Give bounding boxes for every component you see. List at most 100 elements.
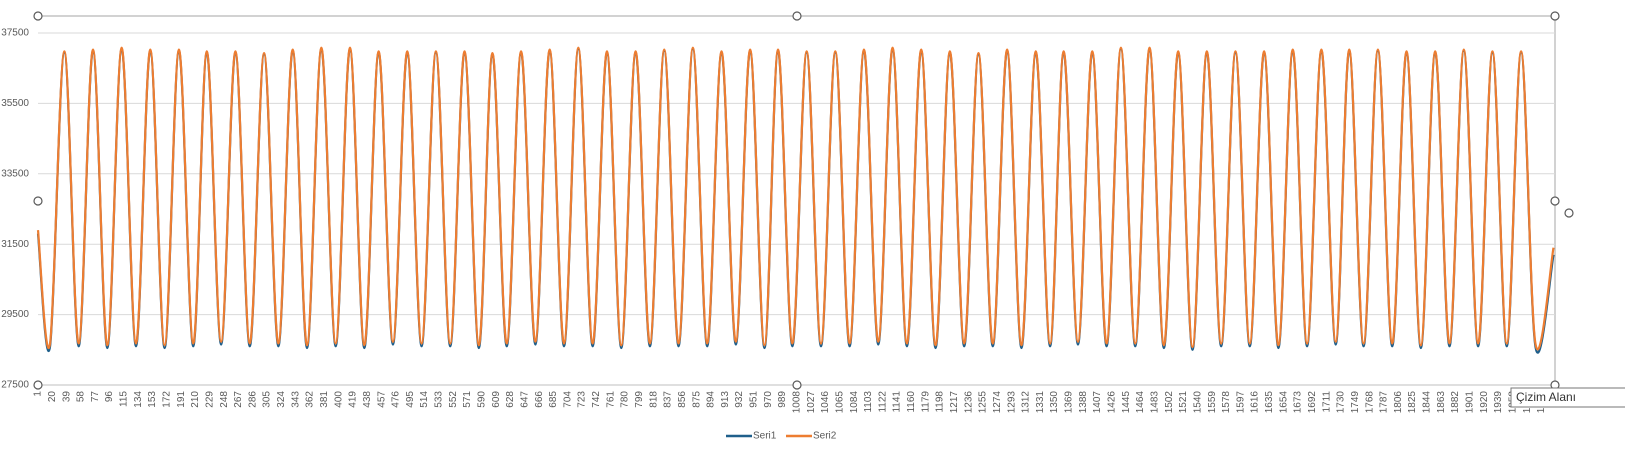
- x-tick-label: 134: [133, 391, 144, 408]
- tooltip: Çizim Alanı: [1516, 390, 1576, 404]
- x-tick-label: 1350: [1049, 391, 1060, 414]
- x-tick-label: 381: [319, 391, 330, 408]
- x-tick-label: 1236: [963, 391, 974, 414]
- x-tick-label: 1730: [1336, 391, 1347, 414]
- x-tick-label: 1464: [1135, 391, 1146, 414]
- x-tick-label: 856: [677, 391, 688, 408]
- x-tick-label: 1654: [1278, 391, 1289, 414]
- y-tick-label: 31500: [1, 239, 29, 250]
- x-tick-label: 286: [247, 391, 258, 408]
- x-tick-label: 1312: [1021, 391, 1032, 414]
- resize-handle[interactable]: [792, 380, 802, 390]
- x-tick-label: 172: [162, 391, 173, 408]
- x-tick-label: 1445: [1121, 391, 1132, 414]
- x-tick-label: 780: [620, 391, 631, 408]
- x-tick-label: 1502: [1164, 391, 1175, 414]
- x-tick-label: 1046: [820, 391, 831, 414]
- x-tick-label: 1369: [1064, 391, 1075, 414]
- x-tick-label: 1008: [792, 391, 803, 414]
- x-tick-label: 799: [634, 391, 645, 408]
- x-tick-label: 1939: [1493, 391, 1504, 414]
- x-tick-label: 1217: [949, 391, 960, 414]
- x-tick-label: 970: [763, 391, 774, 408]
- x-tick-label: 1521: [1178, 391, 1189, 414]
- tooltip-box: [1510, 387, 1625, 408]
- x-tick-label: 305: [262, 391, 273, 408]
- resize-handle[interactable]: [1550, 196, 1560, 206]
- resize-handle[interactable]: [1550, 11, 1560, 21]
- x-tick-label: 362: [305, 391, 316, 408]
- x-tick-label: 1141: [892, 391, 903, 413]
- y-tick-label: 33500: [1, 168, 29, 179]
- x-tick-label: 1749: [1350, 391, 1361, 414]
- x-tick-label: 913: [720, 391, 731, 408]
- x-tick-label: 742: [591, 391, 602, 408]
- x-tick-label: 647: [519, 391, 530, 408]
- x-tick-label: 514: [419, 391, 430, 408]
- x-tick-label: 571: [462, 391, 473, 408]
- x-tick-label: 723: [577, 391, 588, 408]
- x-tick-label: 1559: [1207, 391, 1218, 414]
- x-tick-label: 666: [534, 391, 545, 408]
- x-tick-label: 951: [749, 391, 760, 408]
- x-tick-label: 761: [605, 391, 616, 408]
- x-tick-label: 1198: [935, 391, 946, 413]
- x-tick-label: 58: [76, 391, 87, 403]
- x-tick-label: 39: [61, 391, 72, 403]
- x-tick-label: 1768: [1364, 391, 1375, 414]
- x-tick-label: 476: [391, 391, 402, 408]
- x-tick-label: 590: [477, 391, 488, 408]
- resize-handle[interactable]: [33, 196, 43, 206]
- x-tick-label: 1901: [1464, 391, 1475, 414]
- x-tick-label: 457: [376, 391, 387, 408]
- x-tick-label: 1711: [1321, 391, 1332, 413]
- x-tick-label: 1787: [1379, 391, 1390, 414]
- x-tick-label: 20: [47, 391, 58, 403]
- x-tick-label: 1863: [1436, 391, 1447, 414]
- y-tick-label: 29500: [1, 309, 29, 320]
- resize-handle[interactable]: [33, 380, 43, 390]
- x-tick-label: 989: [777, 391, 788, 408]
- x-tick-label: 1: [33, 391, 44, 397]
- x-tick-label: 1255: [978, 391, 989, 414]
- x-tick-label: 115: [119, 391, 130, 407]
- x-tick-label: 1825: [1407, 391, 1418, 414]
- resize-handle[interactable]: [1564, 208, 1574, 218]
- x-tick-label: 1331: [1035, 391, 1046, 414]
- x-tick-label: 438: [362, 391, 373, 408]
- x-tick-label: 552: [448, 391, 459, 408]
- x-tick-label: 210: [190, 391, 201, 408]
- x-tick-label: 1635: [1264, 391, 1275, 414]
- x-tick-label: 1483: [1149, 391, 1160, 414]
- x-tick-label: 1692: [1307, 391, 1318, 414]
- x-tick-label: 1578: [1221, 391, 1232, 414]
- x-tick-label: 1426: [1107, 391, 1118, 414]
- x-tick-label: 77: [90, 391, 101, 403]
- x-tick-label: 533: [434, 391, 445, 408]
- x-tick-label: 1540: [1192, 391, 1203, 414]
- x-tick-label: 96: [104, 391, 115, 403]
- x-tick-label: 229: [204, 391, 215, 408]
- x-tick-label: 1122: [877, 391, 888, 413]
- x-tick-label: 1844: [1422, 391, 1433, 414]
- x-tick-label: 1103: [863, 391, 874, 413]
- x-tick-label: 837: [663, 391, 674, 408]
- x-tick-label: 1673: [1293, 391, 1304, 414]
- x-tick-label: 191: [176, 391, 187, 408]
- x-tick-label: 894: [706, 391, 717, 408]
- x-tick-label: 685: [548, 391, 559, 408]
- resize-handle[interactable]: [792, 11, 802, 21]
- x-tick-label: 1027: [806, 391, 817, 414]
- x-tick-label: 1882: [1450, 391, 1461, 414]
- x-tick-label: 1179: [920, 391, 931, 413]
- x-tick-label: 628: [505, 391, 516, 408]
- x-tick-label: 1065: [834, 391, 845, 414]
- series-line: [36, 46, 1555, 351]
- resize-handle[interactable]: [33, 11, 43, 21]
- legend-label: Seri2: [813, 431, 837, 442]
- x-tick-label: 704: [562, 391, 573, 408]
- x-tick-label: 1597: [1235, 391, 1246, 414]
- x-tick-label: 1388: [1078, 391, 1089, 414]
